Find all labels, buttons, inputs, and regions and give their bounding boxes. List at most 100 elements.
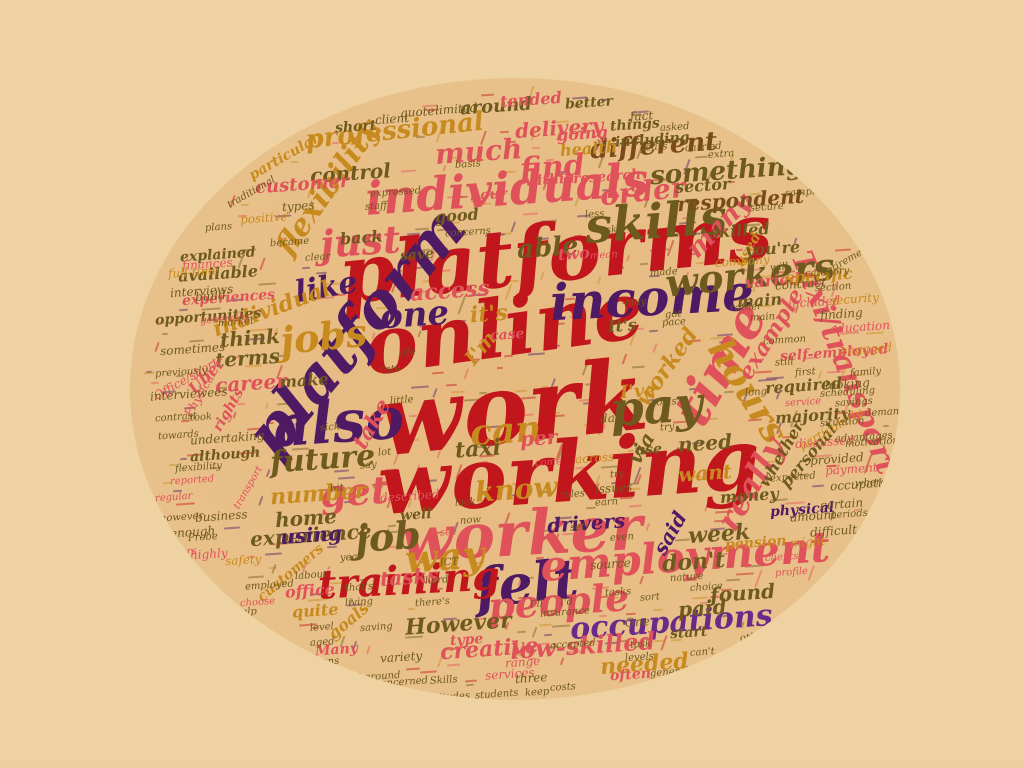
cloud-word: difficult (809, 522, 858, 540)
cloud-word: limited (434, 100, 478, 118)
cloud-word: levels (624, 651, 655, 664)
cloud-word: positive (239, 209, 288, 227)
bottom-edge-strip (0, 760, 1024, 768)
cloud-word: transport (231, 464, 266, 512)
cloud-word: across (574, 449, 615, 467)
cloud-word: make (279, 369, 330, 392)
cloud-word: long (744, 386, 768, 399)
cloud-word: family (849, 365, 882, 380)
cloud-word: see (439, 526, 458, 539)
cloud-word: save (399, 245, 435, 265)
cloud-word: keep (524, 686, 550, 699)
cloud-word: taxi (454, 434, 502, 464)
cloud-word: still (774, 356, 795, 369)
cloud-word: It's (607, 315, 638, 336)
cloud-word: within (524, 170, 576, 190)
cloud-word: hour (469, 185, 508, 205)
cloud-word: going (556, 122, 609, 145)
cloud-word: finding (819, 305, 864, 323)
cloud-word: lot (377, 446, 392, 459)
cloud-word: flexibility (174, 460, 223, 475)
cloud-word: even (609, 531, 635, 544)
cloud-word: main (749, 311, 776, 324)
cloud-word: voiceover (749, 655, 800, 670)
cloud-word: there's (414, 595, 451, 610)
cloud-word: variety (379, 648, 423, 666)
cloud-word: task (629, 638, 652, 651)
cloud-word: issues (594, 479, 633, 497)
cloud-word: profile (774, 565, 809, 580)
cloud-word: great (684, 686, 713, 699)
cloud-word: staff (364, 200, 388, 213)
cloud-word: tasks (604, 586, 632, 599)
cloud-word: goals (649, 396, 678, 409)
cloud-word: day (599, 410, 623, 426)
cloud-word: home (274, 503, 338, 533)
cloud-word: quite (291, 599, 340, 622)
cloud-word: roles (559, 488, 586, 501)
cloud-word: general (649, 665, 689, 680)
cloud-word: bit (329, 482, 344, 495)
cloud-word: plans (204, 221, 233, 234)
cloud-word: well (399, 505, 433, 525)
cloud-word: location (610, 698, 651, 700)
cloud-word: try (609, 468, 625, 481)
cloud-word: One (624, 614, 651, 630)
cloud-word: less (584, 208, 605, 221)
cloud-word: hard (424, 574, 449, 587)
cloud-word: use (634, 441, 663, 459)
cloud-word: tended (499, 87, 563, 112)
cloud-word: offer (279, 676, 305, 689)
cloud-word: students (474, 687, 519, 700)
cloud-word: sample (784, 185, 822, 200)
cloud-word: sector (674, 174, 731, 197)
cloud-word: little (389, 394, 414, 407)
cloud-word: money (719, 483, 780, 508)
cloud-word: asked (659, 120, 690, 135)
cloud-word: expected (769, 470, 817, 485)
cloud-word: reported (169, 473, 215, 488)
word-cloud-oval: work online working platforms platform worker… (130, 78, 900, 700)
cloud-word: common (762, 333, 807, 348)
cloud-word: interviewees (149, 384, 228, 404)
cloud-word: Skills (429, 674, 458, 687)
cloud-word: security (829, 290, 880, 308)
cloud-word: earn (594, 496, 619, 509)
cloud-word: short (334, 117, 377, 137)
cloud-word: source (589, 555, 632, 573)
cloud-word: costs (549, 681, 577, 694)
cloud-word: living (344, 596, 374, 609)
cloud-word: company (714, 252, 771, 270)
cloud-word: number (269, 477, 368, 511)
cloud-word: often (609, 665, 652, 685)
cloud-word: mean (589, 249, 619, 262)
cloud-word: Probe (187, 530, 219, 545)
cloud-word: others (739, 630, 773, 645)
cloud-word: demand (864, 405, 900, 420)
cloud-word: saving (359, 620, 394, 635)
cloud-word: case (489, 325, 525, 345)
cloud-word: set (569, 521, 586, 534)
cloud-word: made (649, 266, 679, 279)
cloud-word: type (449, 630, 484, 650)
cloud-word: jobs (277, 309, 370, 364)
cloud-word: need (677, 429, 733, 457)
cloud-word: will (769, 261, 789, 274)
cloud-word: know (473, 470, 559, 509)
cloud-word: aged (309, 636, 336, 649)
cloud-word: took (189, 411, 213, 424)
cloud-word: better (564, 93, 614, 113)
cloud-word: three (514, 669, 548, 687)
cloud-word: good (434, 204, 480, 227)
cloud-word: extra (707, 148, 735, 161)
cloud-word: now (459, 514, 482, 527)
cloud-word: got (664, 308, 682, 321)
cloud-word: year (339, 551, 363, 564)
cloud-word: attitudes (424, 690, 471, 700)
cloud-word: education (829, 317, 891, 337)
cloud-word: regular (154, 490, 193, 505)
cloud-word: come (534, 456, 563, 469)
cloud-word: say (359, 459, 378, 472)
cloud-word: can't (689, 646, 716, 659)
